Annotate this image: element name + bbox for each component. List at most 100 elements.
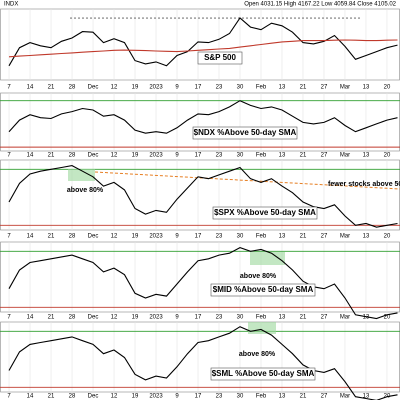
x-tick-label: 21 — [48, 234, 55, 240]
series-line — [8, 326, 398, 400]
x-tick-label: 23 — [216, 85, 223, 91]
x-tick-label: 9 — [175, 153, 179, 159]
panel-title: $NDX %Above 50-day SMA — [194, 128, 297, 137]
x-tick-label: 14 — [27, 234, 34, 240]
x-tick-label: 19 — [132, 234, 139, 240]
panel-title: $SPX %Above 50-day SMA — [214, 208, 316, 217]
quote: Open 4031.15 High 4167.22 Low 4059.84 Cl… — [244, 2, 396, 8]
x-tick-label: Feb — [256, 234, 267, 240]
panel — [0, 8, 400, 81]
x-tick-label: 17 — [195, 234, 202, 240]
x-tick-label: 27 — [321, 234, 328, 240]
trend-line — [94, 171, 400, 190]
x-tick-label: 20 — [384, 234, 391, 240]
x-tick-label: 21 — [48, 85, 55, 91]
series-line — [8, 165, 398, 228]
x-tick-label: 13 — [279, 394, 286, 400]
x-tick-label: 23 — [216, 153, 223, 159]
annotation: above 80% — [240, 273, 277, 280]
x-tick-label: 28 — [69, 153, 76, 159]
annotation: above 80% — [239, 351, 276, 358]
x-tick-label: 7 — [7, 234, 11, 240]
x-tick-label: Dec — [88, 234, 99, 240]
x-tick-label: 14 — [27, 85, 34, 91]
x-tick-label: 9 — [175, 315, 179, 321]
x-tick-label: 2023 — [149, 85, 163, 91]
panel-title: $MID %Above 50-day SMA — [213, 285, 314, 294]
x-tick-label: 9 — [175, 85, 179, 91]
x-tick-label: Feb — [256, 153, 267, 159]
x-tick-label: 7 — [7, 394, 11, 400]
x-tick-label: 19 — [132, 315, 139, 321]
x-tick-label: 14 — [27, 153, 34, 159]
x-tick-label: Mar — [340, 394, 350, 400]
x-tick-label: 21 — [48, 394, 55, 400]
x-tick-label: 7 — [7, 315, 11, 321]
x-tick-label: 13 — [363, 315, 370, 321]
x-tick-label: 28 — [69, 234, 76, 240]
x-tick-label: 7 — [7, 153, 11, 159]
x-tick-label: 17 — [195, 315, 202, 321]
x-tick-label: 30 — [237, 153, 244, 159]
x-tick-label: Mar — [340, 315, 350, 321]
x-tick-label: 27 — [321, 85, 328, 91]
x-tick-label: 13 — [279, 315, 286, 321]
x-tick-label: 20 — [384, 315, 391, 321]
x-tick-label: 21 — [48, 315, 55, 321]
x-tick-label: 21 — [300, 85, 307, 91]
x-tick-label: 23 — [216, 234, 223, 240]
panel — [0, 241, 400, 313]
x-tick-label: 13 — [279, 234, 286, 240]
x-tick-label: 13 — [279, 85, 286, 91]
x-tick-label: 30 — [237, 234, 244, 240]
x-tick-label: 19 — [132, 153, 139, 159]
x-tick-label: 12 — [111, 394, 118, 400]
x-tick-label: 21 — [48, 153, 55, 159]
x-tick-label: 30 — [237, 85, 244, 91]
panel — [0, 321, 400, 393]
x-tick-label: Feb — [256, 315, 267, 321]
series-line — [8, 247, 398, 320]
x-tick-label: 12 — [111, 234, 118, 240]
x-tick-label: 7 — [7, 85, 11, 91]
label-box — [197, 51, 243, 65]
x-tick-label: 28 — [69, 85, 76, 91]
x-tick-label: 30 — [237, 315, 244, 321]
series-line — [8, 39, 398, 58]
highlight-box — [248, 322, 276, 334]
annotation: above 80% — [67, 187, 104, 194]
x-tick-label: 13 — [363, 153, 370, 159]
x-tick-label: 21 — [300, 315, 307, 321]
panel-title: $SML %Above 50-day SMA — [212, 369, 315, 378]
x-tick-label: 2023 — [149, 234, 163, 240]
x-tick-label: 28 — [69, 315, 76, 321]
panel — [0, 159, 400, 231]
x-tick-label: 19 — [132, 394, 139, 400]
x-tick-label: 27 — [321, 153, 328, 159]
series-line — [8, 100, 398, 134]
x-tick-label: Mar — [340, 234, 350, 240]
x-tick-label: 27 — [321, 315, 328, 321]
x-tick-label: 9 — [175, 234, 179, 240]
x-tick-label: 12 — [111, 85, 118, 91]
x-tick-label: 20 — [384, 153, 391, 159]
x-tick-label: 2023 — [149, 153, 163, 159]
label-box — [210, 367, 316, 381]
x-tick-label: 12 — [111, 315, 118, 321]
annotation: fewer stocks above 50- — [328, 181, 400, 188]
highlight-box — [250, 252, 285, 265]
x-tick-label: 14 — [27, 394, 34, 400]
x-tick-label: 17 — [195, 153, 202, 159]
x-tick-label: 19 — [132, 85, 139, 91]
x-tick-label: Feb — [256, 394, 267, 400]
label-box — [210, 283, 316, 297]
series-line — [8, 17, 398, 67]
x-tick-label: 20 — [384, 85, 391, 91]
x-tick-label: 13 — [363, 394, 370, 400]
panel-title: S&P 500 — [204, 53, 236, 62]
x-tick-label: 21 — [300, 234, 307, 240]
x-tick-label: Mar — [340, 85, 350, 91]
x-tick-label: 30 — [237, 394, 244, 400]
x-tick-label: 21 — [300, 153, 307, 159]
x-tick-label: 2023 — [149, 315, 163, 321]
